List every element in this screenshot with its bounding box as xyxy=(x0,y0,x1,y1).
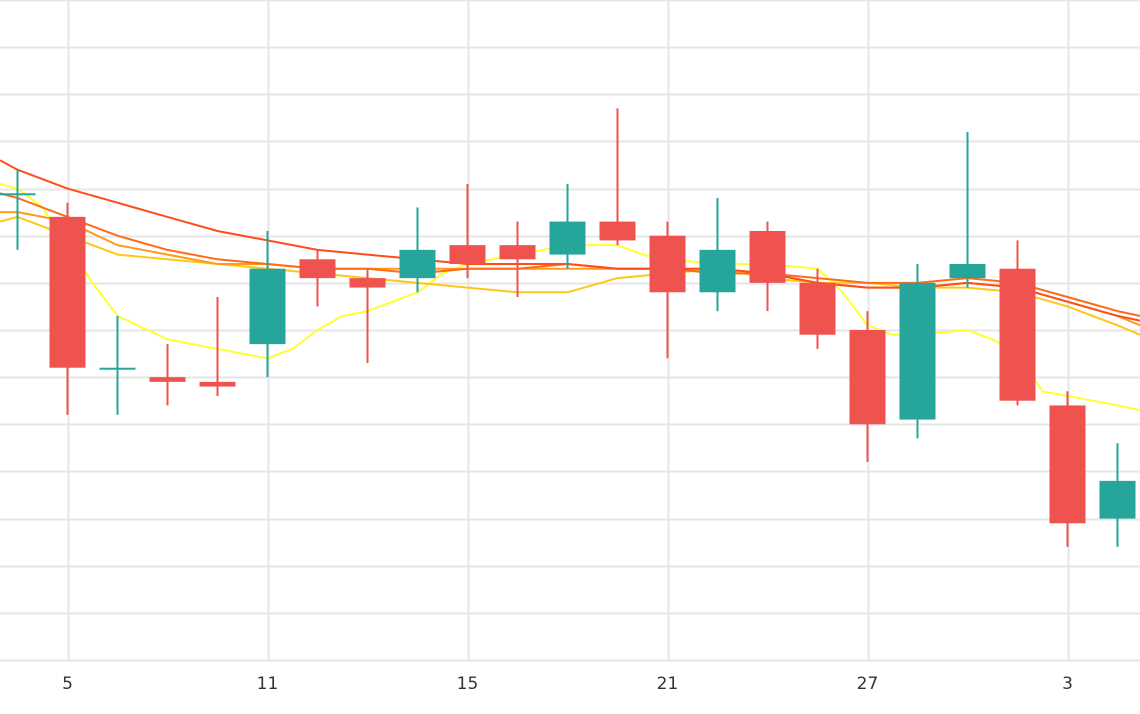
candle-body xyxy=(349,278,386,288)
candle-body xyxy=(1049,405,1086,524)
candle xyxy=(999,240,1036,406)
candle-layer xyxy=(0,108,1136,547)
candle-body xyxy=(0,193,36,196)
candle-body xyxy=(399,249,436,279)
candle xyxy=(649,221,686,359)
candle xyxy=(99,315,136,415)
x-tick-label: 11 xyxy=(257,674,279,694)
candle-body xyxy=(799,282,836,335)
x-tick-label: 27 xyxy=(857,674,879,694)
candle xyxy=(399,207,436,293)
x-tick-label: 15 xyxy=(457,674,479,694)
candle-body xyxy=(499,245,536,260)
candle-body xyxy=(849,330,886,425)
candle-body xyxy=(49,216,86,368)
candle xyxy=(549,183,586,269)
moving-average-layer xyxy=(0,159,1140,412)
candle-body xyxy=(899,282,936,420)
candle-body xyxy=(699,249,736,293)
candle xyxy=(1049,391,1086,547)
candle-body xyxy=(549,221,586,255)
moving-average-line-2 xyxy=(0,215,1140,336)
x-tick-label: 5 xyxy=(62,674,73,694)
grid-layer xyxy=(0,0,1140,662)
x-axis: 5 11 15 21 27 3 xyxy=(62,674,1073,694)
candle xyxy=(299,249,336,307)
candle-body xyxy=(999,268,1036,401)
candle xyxy=(599,108,636,246)
candle xyxy=(499,221,536,297)
candle-body xyxy=(299,259,336,279)
candle xyxy=(249,231,286,378)
candle-body xyxy=(149,377,186,382)
candle xyxy=(49,202,86,415)
candle-body xyxy=(99,367,136,370)
candle xyxy=(0,169,36,250)
candle xyxy=(199,297,236,396)
candle-body xyxy=(449,245,486,264)
candle xyxy=(149,344,186,406)
candle xyxy=(949,132,986,288)
candle-body xyxy=(599,221,636,241)
x-tick-label: 3 xyxy=(1062,674,1073,694)
candle-body xyxy=(949,264,986,279)
candle xyxy=(799,268,836,349)
candle xyxy=(749,221,786,312)
candle xyxy=(849,311,886,462)
candle-body xyxy=(249,268,286,345)
x-tick-label: 21 xyxy=(657,674,679,694)
candle-body xyxy=(199,381,236,387)
candle-body xyxy=(1099,480,1136,519)
candle xyxy=(1099,443,1136,547)
candle xyxy=(899,264,936,439)
candle-body xyxy=(749,231,786,283)
candle-body xyxy=(649,235,686,293)
candle xyxy=(349,268,386,363)
candle xyxy=(449,183,486,279)
candle xyxy=(699,198,736,312)
